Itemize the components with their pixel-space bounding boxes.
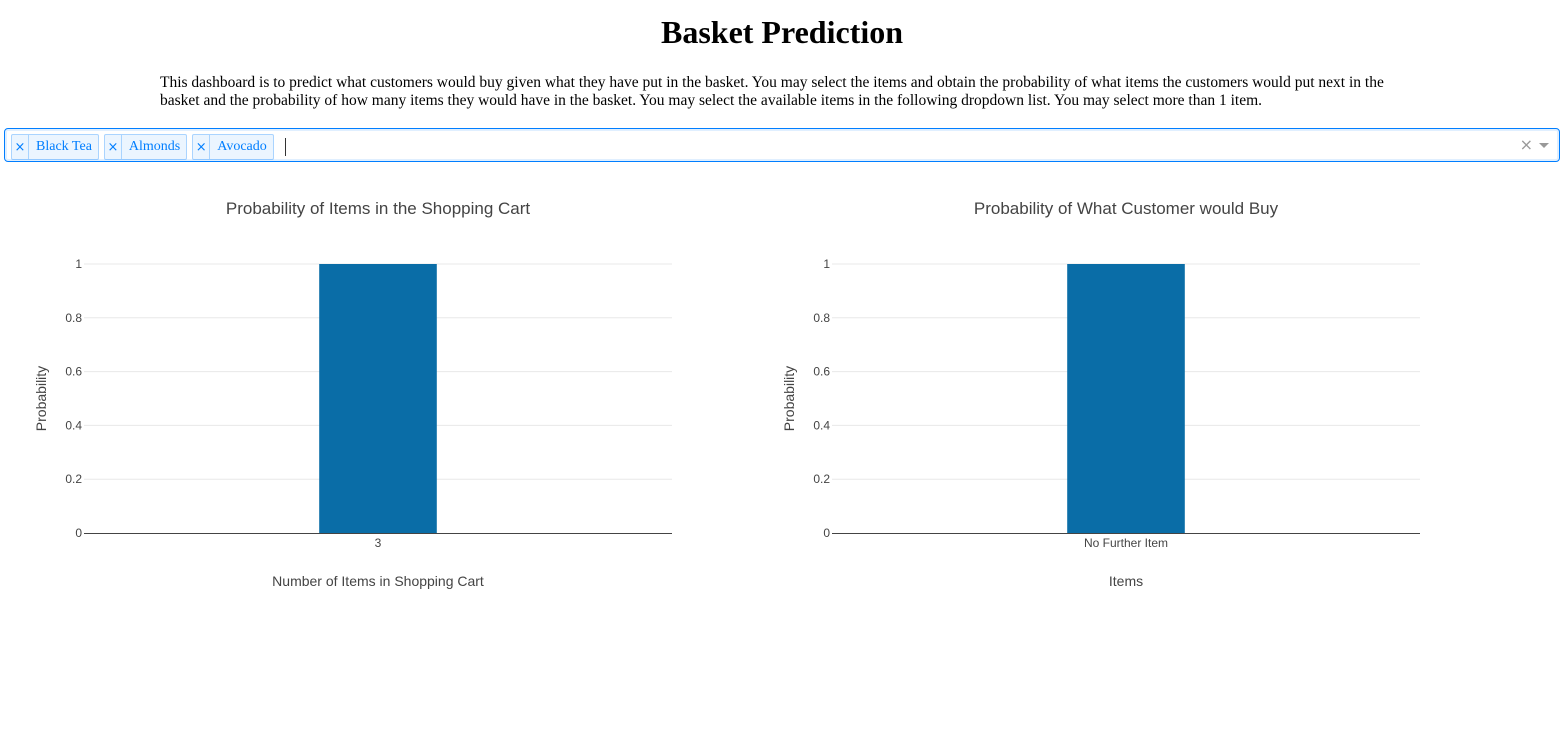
bar	[319, 264, 437, 533]
chart-title: Probability of Items in the Shopping Car…	[226, 199, 531, 218]
y-tick-label: 0.4	[65, 418, 82, 432]
y-tick-label: 0.2	[65, 472, 82, 486]
selected-item-label: Almonds	[128, 139, 181, 154]
clear-all-icon[interactable]: ×	[1519, 135, 1533, 154]
y-axis-title: Probability	[33, 366, 49, 431]
dropdown-arrow-icon[interactable]	[1539, 143, 1549, 148]
x-axis-title: Items	[1109, 573, 1143, 589]
selected-items: × Black Tea × Almonds × Avocado	[11, 134, 286, 160]
item-multiselect-dropdown[interactable]: × Black Tea × Almonds × Avocado ×	[4, 128, 1560, 162]
x-tick-label: 3	[375, 536, 382, 550]
page-title: Basket Prediction	[660, 14, 904, 50]
y-axis-title: Probability	[781, 366, 797, 431]
x-axis-title: Number of Items in Shopping Cart	[272, 573, 484, 589]
selected-item-chip: × Black Tea	[11, 134, 99, 160]
x-tick-label: No Further Item	[1084, 536, 1168, 550]
y-tick-label: 0.8	[813, 311, 830, 325]
y-tick-label: 1	[823, 257, 830, 271]
remove-item-icon[interactable]: ×	[105, 135, 122, 159]
text-cursor[interactable]	[284, 138, 286, 156]
y-tick-label: 0.2	[813, 472, 830, 486]
y-tick-label: 0	[75, 526, 82, 540]
remove-item-icon[interactable]: ×	[12, 135, 29, 159]
bar	[1067, 264, 1185, 533]
selected-item-chip: × Avocado	[192, 134, 274, 160]
chart-title: Probability of What Customer would Buy	[974, 199, 1279, 218]
selected-item-label: Avocado	[217, 139, 267, 154]
y-tick-label: 1	[75, 257, 82, 271]
y-tick-label: 0.6	[65, 365, 82, 379]
cart-size-probability-chart: Probability of Items in the Shopping Car…	[0, 185, 760, 605]
y-tick-label: 0	[823, 526, 830, 540]
remove-item-icon[interactable]: ×	[193, 135, 211, 159]
y-tick-label: 0.4	[813, 418, 830, 432]
next-item-probability-chart: Probability of What Customer would Buy 0 0…	[748, 185, 1508, 605]
y-tick-label: 0.6	[813, 365, 830, 379]
y-tick-label: 0.8	[65, 311, 82, 325]
selected-item-chip: × Almonds	[103, 134, 188, 160]
page-description: This dashboard is to predict what custom…	[160, 74, 1384, 109]
selected-item-label: Black Tea	[36, 139, 92, 154]
